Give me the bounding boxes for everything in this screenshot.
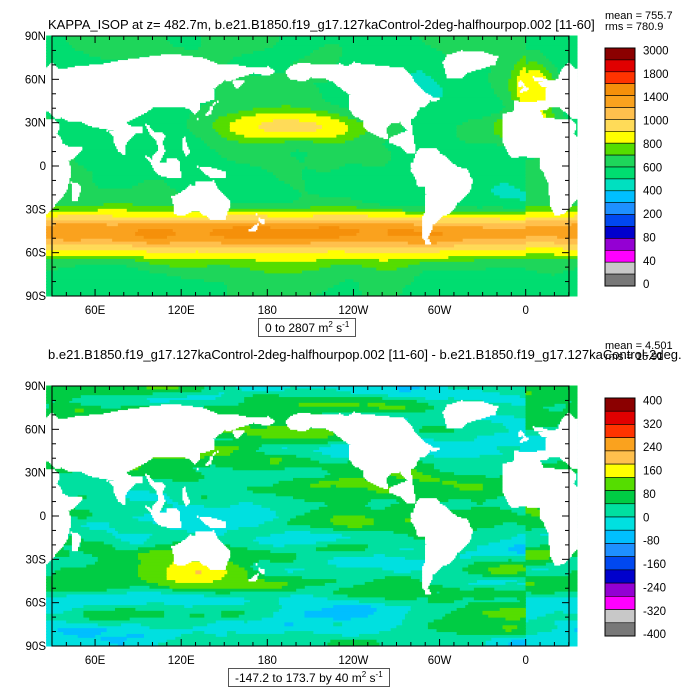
svg-text:400: 400 bbox=[643, 395, 662, 407]
svg-text:40: 40 bbox=[643, 256, 656, 268]
svg-text:80: 80 bbox=[643, 232, 656, 244]
svg-text:1800: 1800 bbox=[643, 69, 669, 81]
svg-text:30S: 30S bbox=[26, 554, 47, 566]
svg-text:1400: 1400 bbox=[643, 92, 669, 104]
svg-text:180: 180 bbox=[258, 655, 277, 667]
svg-text:30N: 30N bbox=[25, 468, 46, 480]
svg-text:90S: 90S bbox=[26, 641, 47, 653]
svg-text:60N: 60N bbox=[25, 74, 46, 86]
svg-text:0: 0 bbox=[40, 161, 46, 173]
svg-text:3000: 3000 bbox=[643, 45, 669, 57]
svg-text:80: 80 bbox=[643, 489, 656, 501]
svg-text:60N: 60N bbox=[25, 424, 46, 436]
svg-text:60W: 60W bbox=[428, 655, 452, 667]
svg-text:60S: 60S bbox=[26, 248, 47, 260]
svg-text:60E: 60E bbox=[85, 655, 106, 667]
svg-text:0: 0 bbox=[522, 655, 528, 667]
svg-text:120W: 120W bbox=[338, 305, 368, 317]
svg-text:0: 0 bbox=[522, 305, 528, 317]
svg-text:0: 0 bbox=[643, 512, 649, 524]
svg-text:120E: 120E bbox=[168, 305, 195, 317]
svg-text:400: 400 bbox=[643, 186, 662, 198]
svg-text:200: 200 bbox=[643, 209, 662, 221]
svg-text:180: 180 bbox=[258, 305, 277, 317]
svg-text:320: 320 bbox=[643, 419, 662, 431]
svg-text:0: 0 bbox=[643, 279, 649, 291]
svg-text:1000: 1000 bbox=[643, 116, 669, 128]
svg-text:160: 160 bbox=[643, 466, 662, 478]
svg-text:90S: 90S bbox=[26, 291, 47, 303]
svg-text:60E: 60E bbox=[85, 305, 106, 317]
svg-text:30S: 30S bbox=[26, 204, 47, 216]
svg-text:30N: 30N bbox=[25, 118, 46, 130]
svg-text:120W: 120W bbox=[338, 655, 368, 667]
svg-text:-320: -320 bbox=[643, 606, 666, 618]
svg-text:-160: -160 bbox=[643, 559, 666, 571]
svg-text:90N: 90N bbox=[25, 381, 46, 393]
svg-text:0: 0 bbox=[40, 511, 46, 523]
svg-text:90N: 90N bbox=[25, 31, 46, 43]
svg-text:-240: -240 bbox=[643, 582, 666, 594]
svg-text:600: 600 bbox=[643, 162, 662, 174]
svg-text:60S: 60S bbox=[26, 598, 47, 610]
svg-text:-80: -80 bbox=[643, 536, 660, 548]
svg-text:800: 800 bbox=[643, 139, 662, 151]
svg-text:240: 240 bbox=[643, 442, 662, 454]
svg-text:60W: 60W bbox=[428, 305, 452, 317]
svg-text:-400: -400 bbox=[643, 629, 666, 641]
svg-text:120E: 120E bbox=[168, 655, 195, 667]
